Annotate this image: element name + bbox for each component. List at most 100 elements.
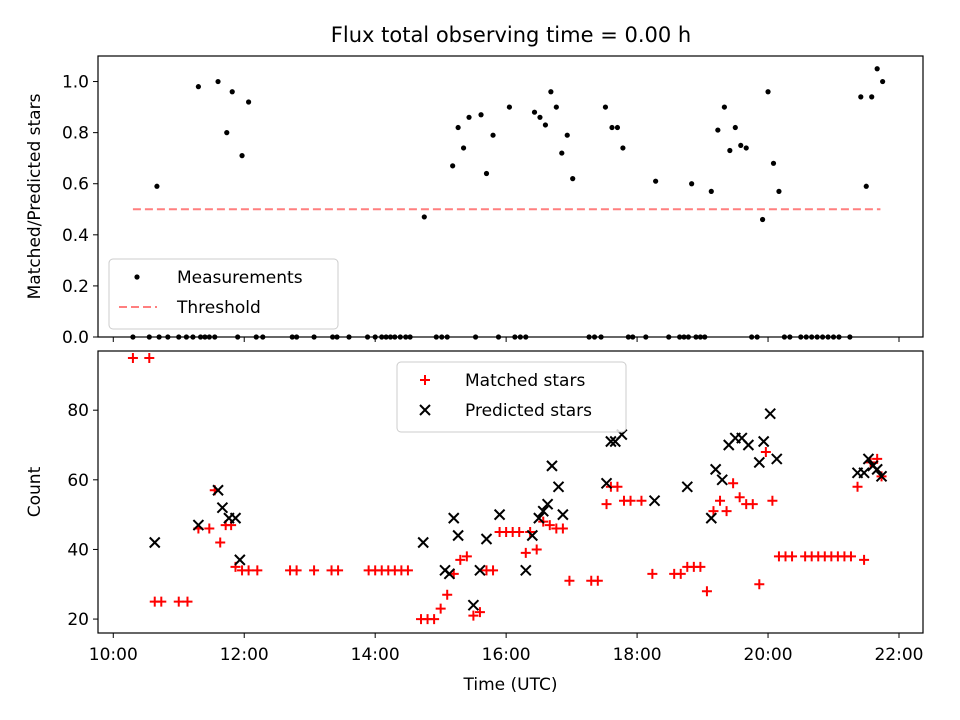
data-point: [234, 554, 246, 566]
data-point: [738, 142, 744, 149]
legend-label: Threshold: [176, 298, 261, 318]
data-point: [478, 112, 484, 118]
data-point: [542, 122, 549, 128]
data-point: [215, 537, 226, 548]
data-point: [871, 463, 883, 476]
data-point: [557, 508, 569, 521]
data-point: [858, 467, 870, 479]
data-point: [612, 481, 623, 492]
data-point: [239, 153, 245, 159]
data-point: [557, 523, 568, 534]
axes-frame: [97, 350, 924, 634]
data-point: [689, 181, 695, 187]
data-point: [204, 523, 215, 534]
data-point: [455, 124, 461, 131]
data-point: [490, 132, 496, 138]
data-point: [709, 463, 722, 476]
data-point: [455, 554, 466, 565]
data-point: [874, 66, 880, 72]
data-point: [291, 565, 302, 576]
data-point: [721, 104, 727, 110]
y-axis-label: Count: [25, 466, 45, 517]
y-tick-label: 80: [67, 401, 89, 421]
data-point: [757, 435, 770, 448]
legend-box: [396, 361, 627, 433]
data-point: [765, 89, 771, 95]
data-point: [229, 512, 242, 524]
series-measurements: [130, 66, 886, 340]
series-predicted-stars: [149, 407, 888, 611]
data-point: [553, 104, 559, 110]
data-point: [531, 544, 542, 555]
data-point: [421, 214, 427, 220]
data-point: [520, 564, 532, 577]
y-tick-label: 0.0: [62, 328, 89, 348]
x-tick-label: 16:00: [482, 645, 531, 665]
data-point: [229, 89, 235, 95]
data-point: [770, 160, 777, 166]
data-point: [149, 536, 161, 549]
legend: Measurements Threshold: [108, 258, 339, 330]
data-point: [537, 114, 543, 120]
legend-label: Matched stars: [465, 371, 585, 391]
data-point: [601, 499, 612, 510]
data-point: [483, 170, 490, 177]
legend-marker: [419, 404, 431, 416]
data-point: [531, 109, 538, 115]
data-point: [863, 183, 869, 189]
data-point: [605, 435, 617, 448]
data-point: [544, 520, 555, 531]
data-point: [460, 145, 467, 151]
data-point: [252, 565, 263, 576]
data-point: [243, 565, 254, 576]
data-point: [514, 527, 525, 538]
data-point: [564, 575, 575, 586]
data-point: [620, 145, 626, 151]
y-tick-label: 0.4: [62, 226, 89, 246]
data-point: [852, 481, 863, 492]
data-point: [533, 512, 545, 524]
data-point: [466, 114, 472, 120]
data-point: [173, 596, 184, 607]
data-point: [195, 84, 201, 90]
data-point: [480, 533, 493, 545]
data-point: [493, 508, 506, 521]
legend-box: [108, 258, 339, 330]
data-point: [592, 575, 603, 586]
data-point: [520, 547, 531, 558]
data-point: [609, 124, 615, 131]
data-point: [474, 564, 486, 577]
data-point: [602, 104, 609, 110]
data-point: [764, 407, 776, 420]
data-point: [215, 78, 221, 85]
data-point: [333, 565, 344, 576]
x-tick-label: 10:00: [89, 645, 138, 665]
data-point: [546, 460, 558, 472]
legend-label: Predicted stars: [465, 401, 592, 421]
data-point: [648, 494, 661, 507]
y-tick-label: 1.0: [62, 73, 89, 93]
data-point: [468, 610, 479, 621]
data-point: [760, 446, 771, 457]
data-point: [224, 130, 230, 136]
data-point: [742, 439, 755, 451]
x-tick-label: 22:00: [874, 645, 923, 665]
data-point: [732, 124, 738, 131]
data-point: [859, 554, 870, 565]
data-point: [245, 99, 252, 105]
data-point: [625, 495, 636, 506]
data-point: [452, 529, 464, 542]
data-point: [488, 565, 499, 576]
data-point: [600, 477, 613, 490]
data-point: [127, 352, 138, 363]
data-point: [728, 478, 739, 489]
data-point: [716, 474, 728, 486]
data-point: [653, 178, 659, 184]
data-point: [570, 176, 576, 182]
data-point: [858, 94, 864, 100]
data-point: [705, 512, 718, 524]
data-point: [442, 589, 453, 600]
data-point: [708, 506, 719, 517]
data-point: [862, 453, 875, 465]
